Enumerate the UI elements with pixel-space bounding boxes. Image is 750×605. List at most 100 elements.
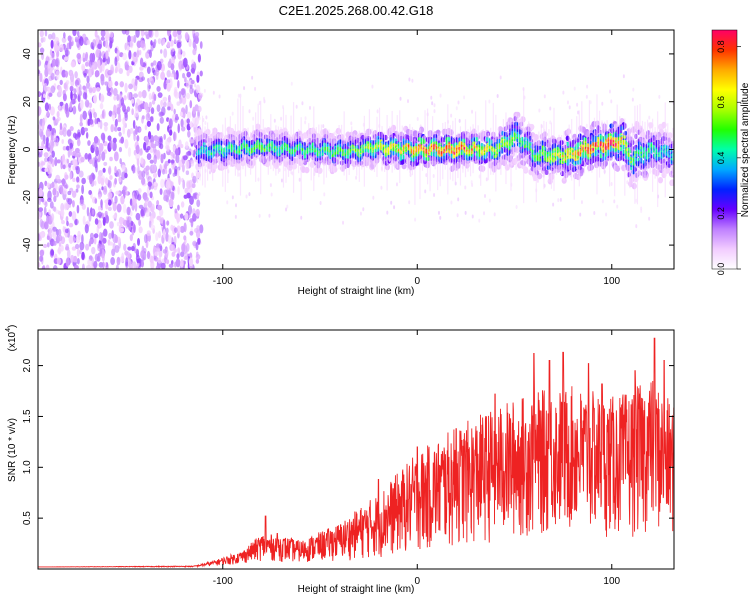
noise-cell [39, 72, 43, 83]
sparse-cell [204, 120, 207, 125]
noise-cell [38, 198, 41, 206]
noise-cell [160, 99, 164, 107]
noise-cell [59, 79, 63, 86]
noise-cell [196, 116, 201, 121]
noise-cell [165, 79, 168, 84]
noise-cell [89, 52, 94, 63]
noise-cell [195, 251, 199, 257]
noise-cell [179, 213, 184, 219]
noise-cell [177, 186, 180, 195]
sparse-cell [622, 74, 625, 79]
sparse-cell [342, 220, 345, 225]
noise-cell [120, 97, 125, 106]
noise-cell [170, 39, 174, 47]
noise-cell [49, 201, 54, 209]
noise-cell [41, 140, 45, 150]
noise-cell [140, 157, 144, 165]
noise-cell [48, 92, 53, 98]
noise-cell [143, 31, 149, 36]
sparse-cell [319, 200, 322, 205]
noise-cell [114, 81, 119, 87]
noise-cell [156, 85, 161, 92]
sparse-cell [464, 185, 467, 190]
noise-cell [78, 170, 84, 178]
sparse-cell [257, 177, 260, 182]
noise-cell [75, 243, 80, 250]
noise-cell [153, 93, 157, 102]
noise-cell [103, 122, 109, 127]
noise-cell [154, 69, 160, 77]
noise-cell [138, 149, 143, 156]
noise-cell [124, 42, 128, 51]
noise-cell [58, 242, 62, 247]
noise-cell [114, 165, 117, 174]
sparse-cell [399, 96, 402, 101]
sparse-cell [390, 200, 393, 205]
sparse-cell [239, 93, 242, 98]
sparse-cell [203, 88, 206, 93]
noise-cell [163, 101, 167, 107]
noise-cell [108, 69, 113, 75]
noise-cell [179, 111, 183, 117]
noise-cell [148, 49, 152, 58]
noise-cell [185, 92, 191, 100]
noise-cell [45, 128, 51, 138]
noise-cell [150, 62, 154, 67]
noise-cell [79, 241, 85, 251]
noise-cell [141, 177, 146, 185]
sparse-cell [613, 199, 616, 204]
noise-cell [86, 264, 92, 269]
noise-cell [107, 191, 113, 199]
noise-cell [180, 118, 184, 128]
noise-cell [96, 225, 100, 234]
noise-cell [168, 263, 174, 268]
noise-cell [145, 112, 151, 121]
sparse-cell [577, 110, 580, 115]
noise-cell [65, 216, 69, 223]
sparse-cell [386, 210, 389, 215]
noise-cell [116, 256, 121, 266]
noise-cell [74, 147, 80, 154]
noise-cell [158, 111, 164, 118]
noise-cell [69, 126, 74, 132]
noise-cell [137, 165, 140, 175]
noise-cell [38, 207, 44, 212]
noise-cell [85, 132, 89, 139]
noise-cell [94, 198, 98, 204]
noise-cell [182, 155, 188, 161]
ridge-cell [657, 176, 664, 184]
noise-cell [91, 86, 96, 94]
noise-cell [102, 216, 106, 226]
noise-cell [49, 183, 55, 189]
noise-cell [97, 193, 102, 200]
sparse-cell [488, 198, 491, 203]
noise-cell [146, 250, 151, 260]
noise-cell [184, 251, 189, 260]
noise-cell [185, 170, 190, 176]
noise-cell [58, 85, 62, 96]
sparse-cell [323, 192, 326, 197]
noise-cell [150, 141, 154, 148]
noise-cell [157, 38, 162, 45]
noise-cell [81, 263, 85, 269]
sparse-cell [576, 102, 579, 107]
noise-cell [187, 204, 193, 215]
noise-cell [196, 199, 201, 208]
noise-cell [195, 84, 201, 94]
sparse-cell [635, 224, 638, 229]
noise-cell [189, 139, 195, 144]
noise-cell [74, 218, 78, 226]
noise-cell [64, 184, 69, 189]
noise-cell [76, 129, 81, 139]
noise-cell [136, 262, 140, 267]
noise-cell [165, 138, 170, 147]
noise-cell [90, 65, 94, 73]
noise-cell [128, 222, 132, 231]
noise-cell [180, 259, 184, 268]
noise-cell [133, 51, 137, 58]
noise-cell [44, 201, 48, 208]
noise-cell [97, 174, 102, 185]
noise-cell [47, 33, 53, 40]
noise-cell [76, 84, 79, 94]
